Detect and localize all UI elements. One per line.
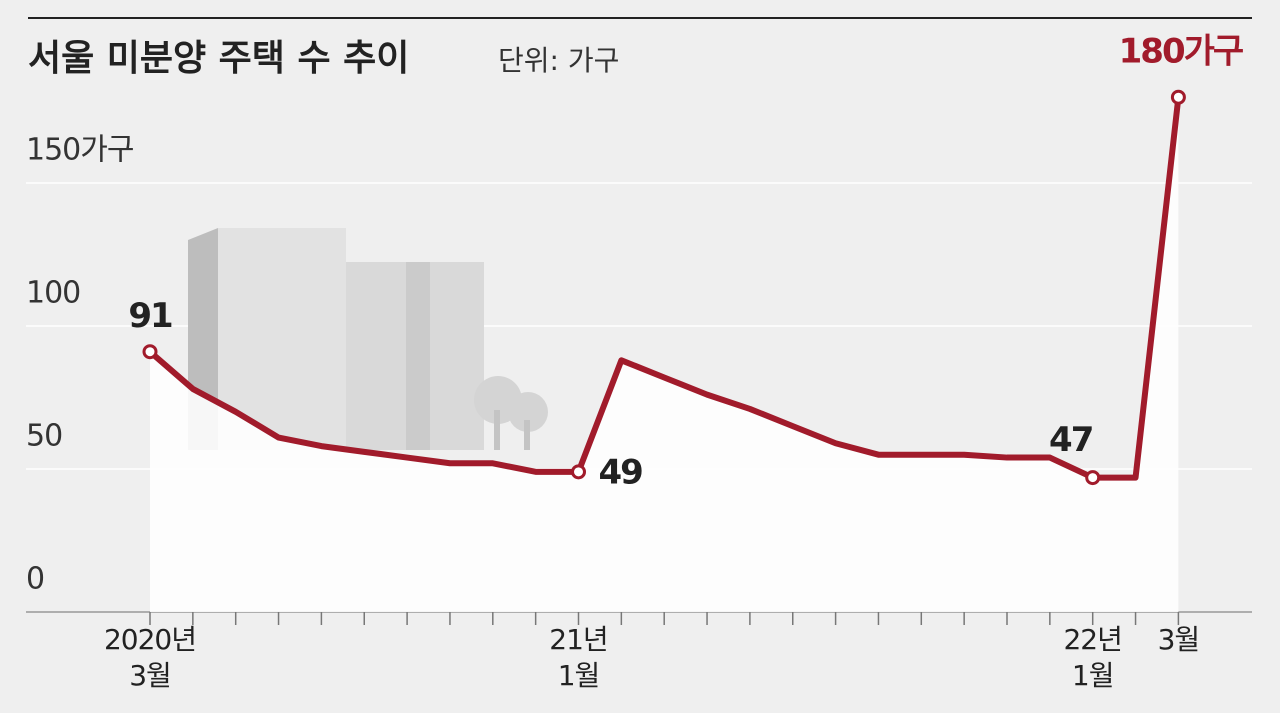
data-label: 47 — [1049, 420, 1092, 460]
x-tick-label: 21년 1월 — [549, 623, 608, 692]
data-label: 91 — [128, 296, 172, 336]
point-marker — [571, 464, 586, 480]
x-tick-label: 22년 1월 — [1063, 623, 1122, 692]
x-tick-label: 3월 — [1157, 623, 1201, 656]
y-tick-label: 50 — [26, 419, 62, 454]
chart-title: 서울 미분양 주택 수 추이 — [28, 38, 409, 79]
grid: 0 50 100 150가구 — [26, 133, 1252, 625]
y-tick-label: 100 — [26, 276, 80, 311]
y-tick-label: 0 — [26, 562, 44, 597]
area — [150, 97, 1179, 612]
data-label: 49 — [599, 452, 643, 492]
point-marker — [1170, 89, 1186, 105]
data-label: 180가구 — [1119, 32, 1244, 72]
x-tick-label: 2020년 3월 — [103, 623, 197, 692]
point-marker — [1085, 470, 1101, 486]
line — [148, 96, 1182, 481]
y-tick-label: 150가구 — [26, 133, 133, 168]
chart-subtitle: 단위: 가구 — [498, 44, 619, 77]
buildings — [188, 228, 548, 450]
point-marker — [142, 344, 158, 360]
plot: 91 49 47 180가구 — [128, 32, 1246, 612]
